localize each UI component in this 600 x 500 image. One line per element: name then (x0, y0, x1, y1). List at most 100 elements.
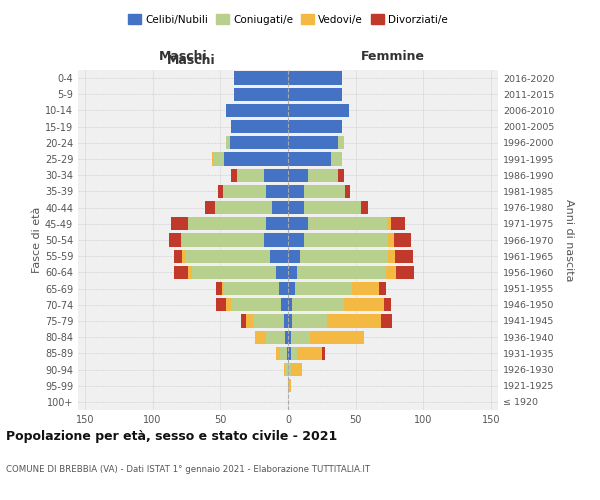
Bar (236, 168, 263, 182)
Text: Maschi: Maschi (167, 54, 216, 66)
Bar (272, 201, 288, 214)
Bar (386, 266, 397, 279)
Bar (172, 217, 188, 230)
Bar (288, 104, 349, 117)
Text: COMUNE DI BREBBIA (VA) - Dati ISTAT 1° gennaio 2021 - Elaborazione TUTTITALIA.IT: COMUNE DI BREBBIA (VA) - Dati ISTAT 1° g… (6, 465, 370, 474)
Bar (308, 217, 387, 230)
Bar (276, 346, 280, 360)
Bar (276, 266, 288, 279)
Bar (292, 298, 344, 312)
Bar (310, 330, 364, 344)
Bar (287, 346, 288, 360)
Bar (174, 250, 182, 263)
Bar (266, 185, 288, 198)
Text: Femmine: Femmine (361, 50, 425, 63)
Bar (291, 346, 298, 360)
Bar (288, 72, 342, 85)
Bar (338, 136, 344, 149)
Bar (231, 168, 236, 182)
Bar (188, 217, 266, 230)
Bar (361, 201, 368, 214)
Bar (214, 152, 224, 166)
Bar (295, 282, 352, 295)
Bar (352, 282, 379, 295)
Bar (288, 88, 342, 101)
Text: Popolazione per età, sesso e stato civile - 2021: Popolazione per età, sesso e stato civil… (6, 430, 337, 443)
Bar (223, 185, 266, 198)
Bar (288, 136, 338, 149)
Bar (304, 201, 361, 214)
Bar (285, 363, 288, 376)
Bar (280, 346, 287, 360)
Bar (288, 330, 291, 344)
Bar (331, 152, 342, 166)
Bar (288, 168, 308, 182)
Bar (288, 201, 304, 214)
Bar (241, 314, 246, 328)
Bar (388, 234, 394, 246)
Bar (284, 363, 285, 376)
Bar (188, 266, 192, 279)
Bar (218, 185, 223, 198)
Bar (308, 168, 338, 182)
Bar (215, 201, 272, 214)
Bar (212, 152, 214, 166)
Bar (384, 298, 391, 312)
Bar (288, 266, 298, 279)
Bar (263, 234, 288, 246)
Bar (234, 88, 288, 101)
Bar (231, 298, 281, 312)
Bar (288, 314, 292, 328)
Bar (291, 363, 302, 376)
Bar (288, 120, 342, 134)
Bar (288, 379, 291, 392)
Bar (391, 217, 404, 230)
Bar (216, 298, 226, 312)
Bar (246, 314, 253, 328)
Bar (185, 250, 271, 263)
Bar (394, 234, 411, 246)
Bar (395, 250, 413, 263)
Bar (266, 217, 288, 230)
Bar (281, 298, 288, 312)
Legend: Celibi/Nubili, Coniugati/e, Vedovi/e, Divorziati/e: Celibi/Nubili, Coniugati/e, Vedovi/e, Di… (124, 10, 452, 29)
Bar (226, 104, 288, 117)
Bar (291, 330, 310, 344)
Bar (284, 314, 288, 328)
Bar (285, 330, 288, 344)
Text: Maschi: Maschi (158, 50, 208, 63)
Bar (205, 201, 215, 214)
Bar (256, 330, 266, 344)
Y-axis label: Fasce di età: Fasce di età (32, 207, 42, 273)
Bar (288, 217, 308, 230)
Bar (226, 136, 230, 149)
Bar (192, 266, 276, 279)
Bar (288, 185, 304, 198)
Bar (298, 266, 386, 279)
Bar (182, 250, 185, 263)
Bar (288, 250, 300, 263)
Bar (234, 72, 288, 85)
Bar (322, 346, 325, 360)
Bar (397, 266, 414, 279)
Bar (221, 282, 224, 295)
Bar (298, 346, 322, 360)
Bar (224, 152, 288, 166)
Bar (300, 250, 388, 263)
Bar (271, 250, 288, 263)
Bar (327, 314, 382, 328)
Bar (266, 330, 285, 344)
Bar (388, 250, 395, 263)
Bar (288, 282, 295, 295)
Bar (387, 217, 391, 230)
Bar (304, 234, 388, 246)
Bar (288, 234, 304, 246)
Bar (278, 282, 288, 295)
Bar (345, 185, 350, 198)
Bar (224, 282, 278, 295)
Bar (382, 314, 392, 328)
Y-axis label: Anni di nascita: Anni di nascita (564, 198, 574, 281)
Bar (230, 136, 288, 149)
Bar (344, 298, 384, 312)
Bar (288, 152, 331, 166)
